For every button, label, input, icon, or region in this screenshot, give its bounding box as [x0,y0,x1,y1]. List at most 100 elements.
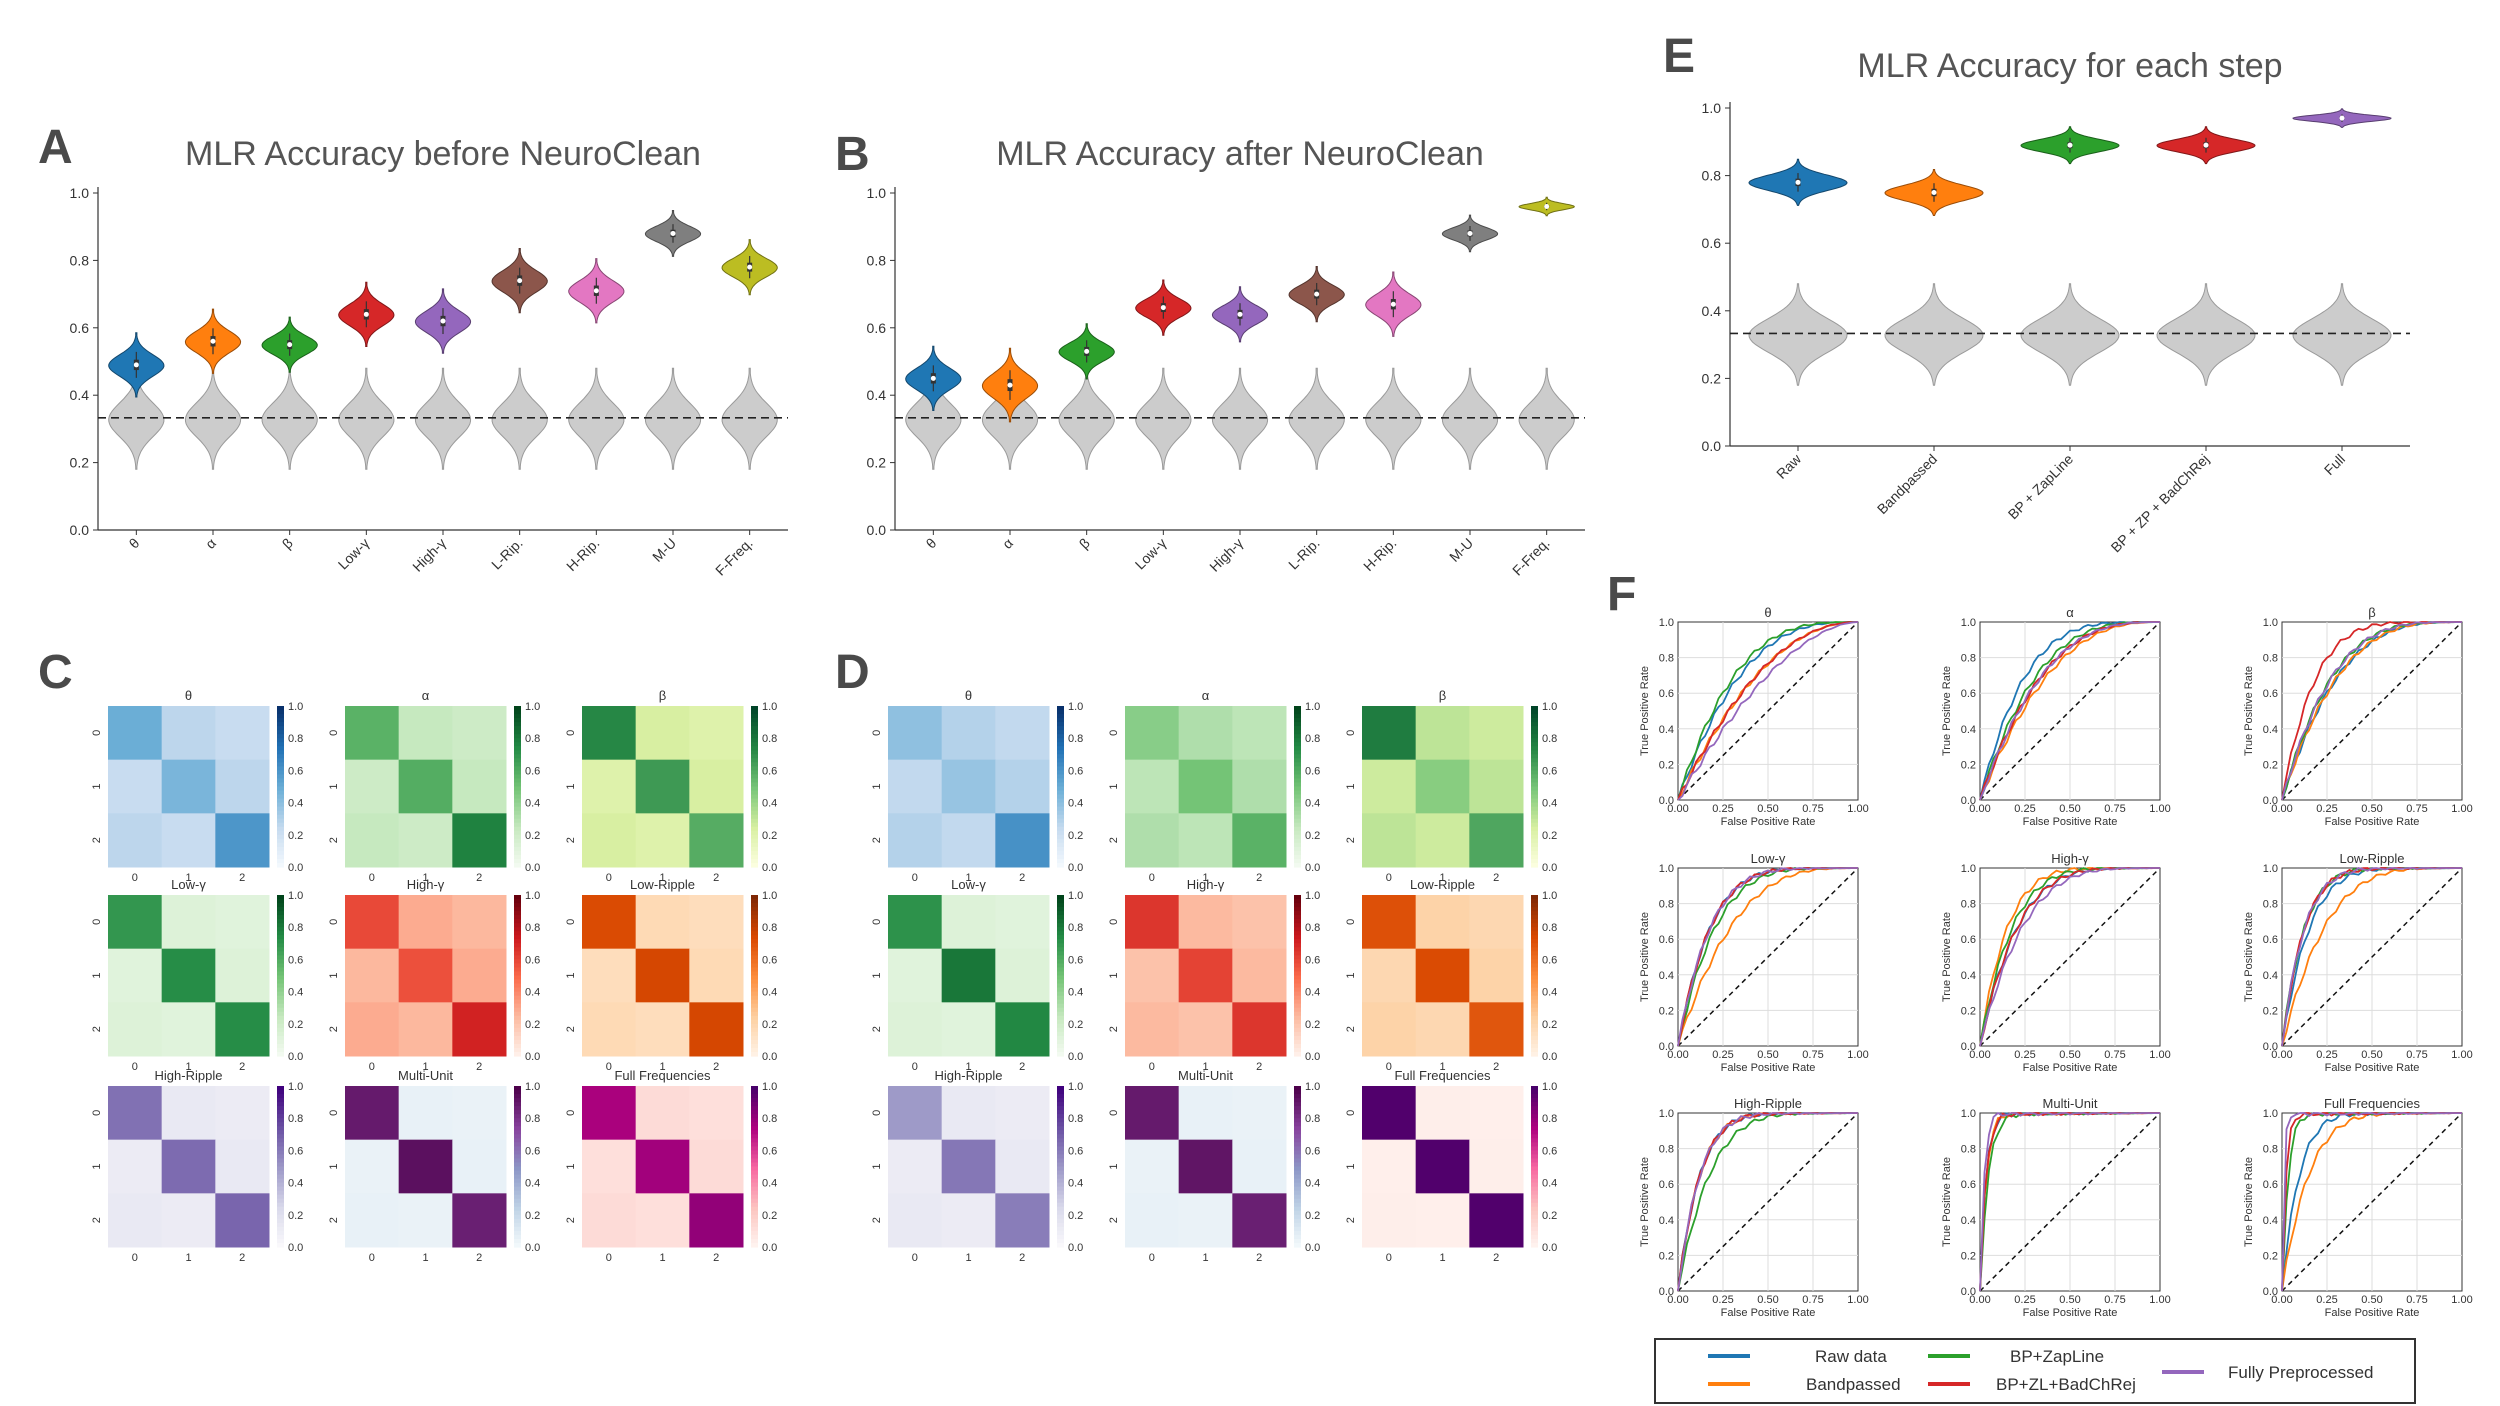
roc-y-tick: 0.2 [1659,1250,1674,1262]
heatmap-cell [1469,813,1523,867]
colorbar-segment [1294,1235,1301,1240]
colorbar-segment [1294,1086,1301,1091]
heatmap-cell [582,813,636,867]
colorbar-segment [1057,1239,1064,1244]
colorbar-segment [277,843,284,848]
colorbar-segment [1294,791,1301,796]
colorbar-segment [1057,1191,1064,1196]
roc-y-tick: 0.0 [1659,795,1674,807]
heatmap-cell [1125,1193,1179,1247]
colorbar-tick: 0.8 [288,1113,303,1125]
colorbar-segment [514,706,521,711]
roc-y-tick: 0.0 [2263,1041,2278,1053]
heatmap-cell [1469,706,1523,760]
heatmap-title: High-γ [1187,877,1225,892]
colorbar-segment [1057,919,1064,924]
heatmap-cell [995,1086,1049,1140]
y-tick-label: 0.4 [1702,303,1722,319]
colorbar-segment [1531,1086,1538,1091]
colorbar-segment [1531,1227,1538,1232]
colorbar-segment [1531,1175,1538,1180]
colorbar-segment [1294,967,1301,972]
colorbar-tick: 0.6 [288,1145,303,1157]
heatmap-cell [345,1002,399,1056]
roc-x-tick: 0.25 [1712,1294,1733,1306]
panel-label-f: F [1607,568,1636,621]
colorbar-segment [751,718,758,723]
colorbar-segment [1294,815,1301,820]
colorbar-segment [751,851,758,856]
roc-y-label: True Positive Rate [2243,1157,2255,1247]
x-tick-label: Raw [1773,450,1805,482]
heatmap-cell [689,1086,743,1140]
colorbar-segment [1294,795,1301,800]
colorbar-segment [751,1138,758,1143]
heatmap-cell [1469,1193,1523,1247]
colorbar-segment [751,1040,758,1045]
colorbar-segment [1294,863,1301,868]
heatmap-cell [399,760,453,814]
colorbar-tick: 0.4 [1542,987,1557,999]
colorbar-segment [277,1130,284,1135]
colorbar-tick: 0.6 [1305,765,1320,777]
colorbar-segment [1294,799,1301,804]
colorbar-segment [1294,1154,1301,1159]
colorbar-segment [1294,1146,1301,1151]
colorbar-segment [1531,1207,1538,1212]
roc-x-tick: 0.25 [2014,803,2035,815]
colorbar-segment [751,927,758,932]
colorbar-segment [751,1211,758,1216]
heatmap-cell [995,1002,1049,1056]
colorbar-segment [751,706,758,711]
colorbar-segment [1531,847,1538,852]
colorbar-segment [277,947,284,952]
colorbar-segment [514,951,521,956]
heatmap-y-tick: 1 [565,972,577,978]
null-violin [185,368,240,469]
colorbar-segment [751,943,758,948]
colorbar-segment [1531,1032,1538,1037]
colorbar-segment [1531,1171,1538,1176]
colorbar-segment [514,1158,521,1163]
colorbar-segment [751,984,758,989]
colorbar-segment [1057,1094,1064,1099]
colorbar-segment [1057,1052,1064,1057]
colorbar-segment [1531,915,1538,920]
heatmap-cell [689,1193,743,1247]
colorbar-tick: 0.0 [525,1242,540,1254]
roc-y-tick: 1.0 [1659,1108,1674,1120]
colorbar-segment [514,782,521,787]
violin-median-dot [441,319,446,324]
heatmap-y-tick: 0 [1108,730,1120,736]
colorbar-segment [1057,1150,1064,1155]
colorbar-segment [751,915,758,920]
violin-median-dot [1544,204,1549,209]
colorbar-segment [514,839,521,844]
heatmap-cell [399,706,453,760]
heatmap-title: θ [965,688,972,703]
colorbar-segment [277,1243,284,1248]
heatmap-cell [636,1193,690,1247]
heatmap-x-tick: 0 [1386,1061,1392,1073]
colorbar-tick: 0.2 [1068,1210,1083,1222]
heatmap-cell [1232,706,1286,760]
colorbar-segment [1057,931,1064,936]
colorbar-tick: 0.0 [288,862,303,874]
colorbar-segment [1294,1219,1301,1224]
colorbar-segment [514,1199,521,1204]
colorbar-segment [1531,980,1538,985]
heatmap-cell [345,760,399,814]
roc-x-tick: 0.75 [1802,803,1823,815]
heatmap-x-tick: 2 [1493,872,1499,884]
colorbar-segment [514,1211,521,1216]
colorbar-segment [277,1187,284,1192]
colorbar-segment [1294,1004,1301,1009]
violin-median-dot [2068,143,2073,148]
colorbar-segment [1294,1028,1301,1033]
heatmap-cell [1232,1086,1286,1140]
heatmap-x-tick: 0 [369,1252,375,1264]
y-tick-label: 0.0 [1702,438,1722,454]
colorbar-segment [751,778,758,783]
colorbar-segment [514,791,521,796]
colorbar-segment [277,1138,284,1143]
